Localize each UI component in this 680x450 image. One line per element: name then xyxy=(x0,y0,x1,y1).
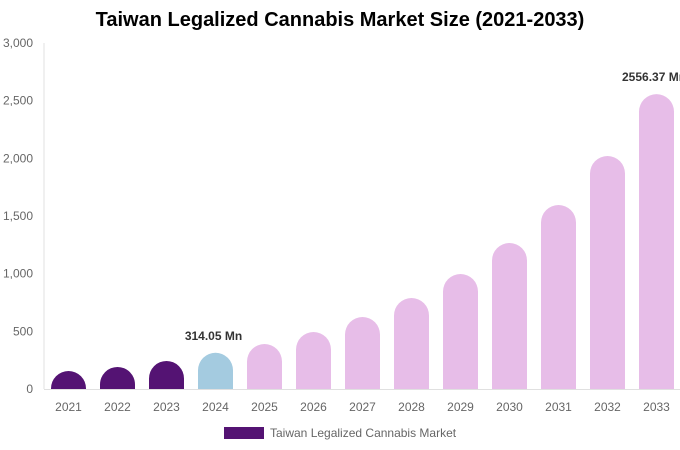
x-tick-label: 2021 xyxy=(55,400,82,414)
bar-2033 xyxy=(639,94,674,389)
data-label: 2556.37 Mn xyxy=(622,70,680,84)
bar-2021 xyxy=(51,371,86,389)
x-tick-label: 2028 xyxy=(398,400,425,414)
x-tick-label: 2026 xyxy=(300,400,327,414)
y-tick-label: 2,000 xyxy=(3,151,33,165)
bar-2032 xyxy=(590,156,625,389)
x-tick-label: 2022 xyxy=(104,400,131,414)
data-label: 314.05 Mn xyxy=(185,329,242,343)
y-tick-label: 2,500 xyxy=(3,94,33,108)
bar-2029 xyxy=(443,274,478,389)
y-tick-label: 1,000 xyxy=(3,267,33,281)
bar-2028 xyxy=(394,298,429,389)
legend-label: Taiwan Legalized Cannabis Market xyxy=(270,426,457,440)
legend: Taiwan Legalized Cannabis Market xyxy=(224,426,456,440)
bar-2024 xyxy=(198,352,233,389)
bar-2031 xyxy=(541,205,576,389)
y-tick-label: 1,500 xyxy=(3,209,33,223)
legend-swatch xyxy=(224,427,264,439)
x-tick-label: 2025 xyxy=(251,400,278,414)
chart-title: Taiwan Legalized Cannabis Market Size (2… xyxy=(95,9,585,31)
y-tick-label: 0 xyxy=(26,382,33,396)
bar-2027 xyxy=(345,317,380,389)
x-tick-label: 2031 xyxy=(545,400,572,414)
x-tick-label: 2033 xyxy=(643,400,670,414)
x-tick-label: 2029 xyxy=(447,400,474,414)
x-tick-label: 2030 xyxy=(496,400,523,414)
x-tick-label: 2023 xyxy=(153,400,180,414)
bar-2025 xyxy=(247,344,282,389)
y-tick-label: 3,000 xyxy=(3,36,33,50)
bar-2026 xyxy=(296,332,331,389)
x-tick-label: 2032 xyxy=(594,400,621,414)
x-tick-label: 2027 xyxy=(349,400,376,414)
bar-2030 xyxy=(492,242,527,389)
bar-2023 xyxy=(149,360,184,389)
x-tick-label: 2024 xyxy=(202,400,229,414)
y-tick-label: 500 xyxy=(13,324,33,338)
bar-2022 xyxy=(100,366,135,389)
